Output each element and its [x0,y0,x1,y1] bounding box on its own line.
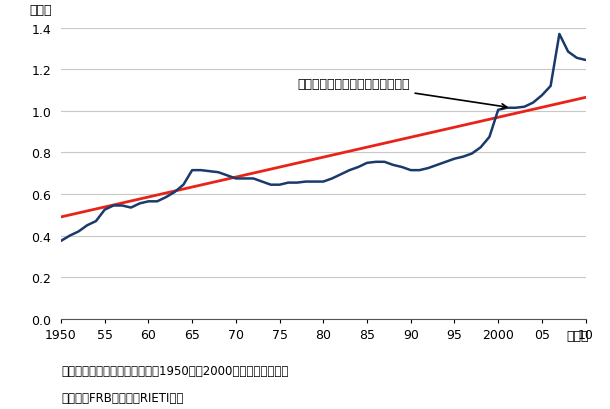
Text: 米国の家計債務の対可処分所得比: 米国の家計債務の対可処分所得比 [297,78,507,110]
Text: （年）: （年） [566,329,589,342]
Text: （倍）: （倍） [29,4,52,17]
Text: （出所）FRB資料よりRIETI作成: （出所）FRB資料よりRIETI作成 [61,391,184,404]
Text: （注）赤直線は、トレンド線（1950年～2000年について計算）: （注）赤直線は、トレンド線（1950年～2000年について計算） [61,364,289,377]
